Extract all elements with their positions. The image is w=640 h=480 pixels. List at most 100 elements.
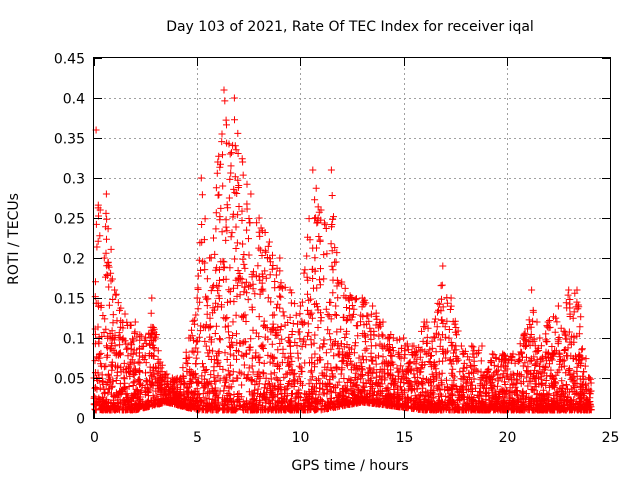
- data-point-peak: [499, 350, 507, 358]
- data-point: [272, 271, 280, 279]
- data-point: [344, 385, 352, 393]
- data-point: [274, 346, 282, 354]
- data-point: [240, 338, 248, 346]
- data-point: [285, 361, 293, 369]
- data-point: [303, 273, 311, 281]
- data-point: [212, 225, 220, 233]
- data-point-peak: [410, 342, 418, 350]
- data-point: [545, 324, 553, 332]
- data-point: [264, 380, 272, 387]
- data-point: [335, 378, 343, 386]
- x-tick-label: 5: [193, 430, 202, 446]
- data-point: [559, 384, 567, 392]
- data-point-peak: [148, 294, 156, 302]
- data-point: [482, 385, 490, 393]
- data-point: [291, 300, 299, 308]
- data-point: [242, 318, 250, 325]
- data-point: [464, 376, 471, 384]
- data-point: [422, 350, 430, 358]
- data-point: [109, 362, 116, 370]
- data-point: [239, 255, 247, 263]
- data-point: [149, 364, 157, 372]
- data-point: [109, 319, 117, 327]
- data-point: [439, 319, 447, 327]
- data-point: [224, 390, 232, 397]
- data-point: [214, 358, 222, 366]
- data-point: [337, 370, 345, 378]
- data-point: [126, 322, 134, 329]
- data-point: [254, 354, 262, 362]
- data-point-peak: [317, 206, 325, 214]
- data-point: [179, 364, 187, 372]
- data-point: [192, 338, 200, 346]
- data-point: [234, 211, 242, 219]
- data-point: [294, 354, 302, 362]
- data-point: [531, 342, 539, 350]
- data-point: [223, 139, 231, 147]
- data-point: [240, 251, 248, 258]
- data-point: [353, 295, 360, 303]
- data-point: [105, 301, 113, 309]
- data-point: [150, 352, 158, 360]
- data-point: [558, 377, 566, 385]
- data-point: [220, 276, 228, 283]
- data-point: [203, 310, 211, 318]
- data-point: [375, 324, 383, 332]
- data-point: [235, 390, 243, 398]
- data-point: [112, 393, 120, 401]
- data-point: [102, 209, 110, 217]
- data-point: [216, 335, 223, 343]
- data-point: [443, 376, 450, 384]
- data-point: [276, 292, 284, 300]
- data-point: [274, 300, 282, 308]
- data-point: [185, 353, 193, 361]
- data-point: [388, 394, 396, 402]
- data-point: [230, 352, 238, 360]
- data-point: [547, 372, 555, 380]
- data-point: [240, 260, 248, 268]
- data-point: [139, 353, 147, 361]
- data-point: [246, 343, 254, 351]
- data-point: [548, 397, 556, 405]
- data-point: [430, 333, 438, 341]
- data-point: [238, 351, 246, 359]
- data-point: [453, 403, 461, 411]
- data-point: [182, 348, 190, 356]
- data-point: [248, 270, 256, 278]
- data-point: [219, 151, 226, 159]
- data-point: [506, 387, 514, 395]
- data-point: [103, 215, 111, 223]
- data-point: [228, 229, 236, 237]
- data-point: [236, 270, 244, 277]
- data-point: [259, 369, 267, 377]
- data-point: [302, 396, 310, 403]
- data-point: [533, 347, 541, 355]
- chart-title: Day 103 of 2021, Rate Of TEC Index for r…: [166, 19, 534, 35]
- data-point: [231, 189, 239, 197]
- x-tick-label: 25: [602, 430, 620, 446]
- data-point: [579, 372, 587, 380]
- data-point: [205, 346, 213, 354]
- data-point: [281, 321, 289, 329]
- data-point: [581, 362, 589, 370]
- data-point: [444, 400, 451, 408]
- data-point: [521, 404, 529, 411]
- data-point: [554, 340, 562, 348]
- data-point: [278, 335, 286, 343]
- data-point: [426, 346, 434, 354]
- data-point: [207, 406, 215, 414]
- data-point: [506, 394, 514, 402]
- data-point: [252, 329, 260, 337]
- data-point: [215, 292, 223, 300]
- data-point: [469, 405, 476, 413]
- y-tick-label: 0: [76, 412, 85, 428]
- data-point: [104, 351, 111, 359]
- data-point: [316, 237, 324, 245]
- data-point: [520, 378, 527, 386]
- data-point: [576, 398, 584, 406]
- data-point: [143, 384, 151, 392]
- data-point-peak: [389, 334, 397, 342]
- data-point: [243, 226, 251, 234]
- data-point: [431, 315, 439, 323]
